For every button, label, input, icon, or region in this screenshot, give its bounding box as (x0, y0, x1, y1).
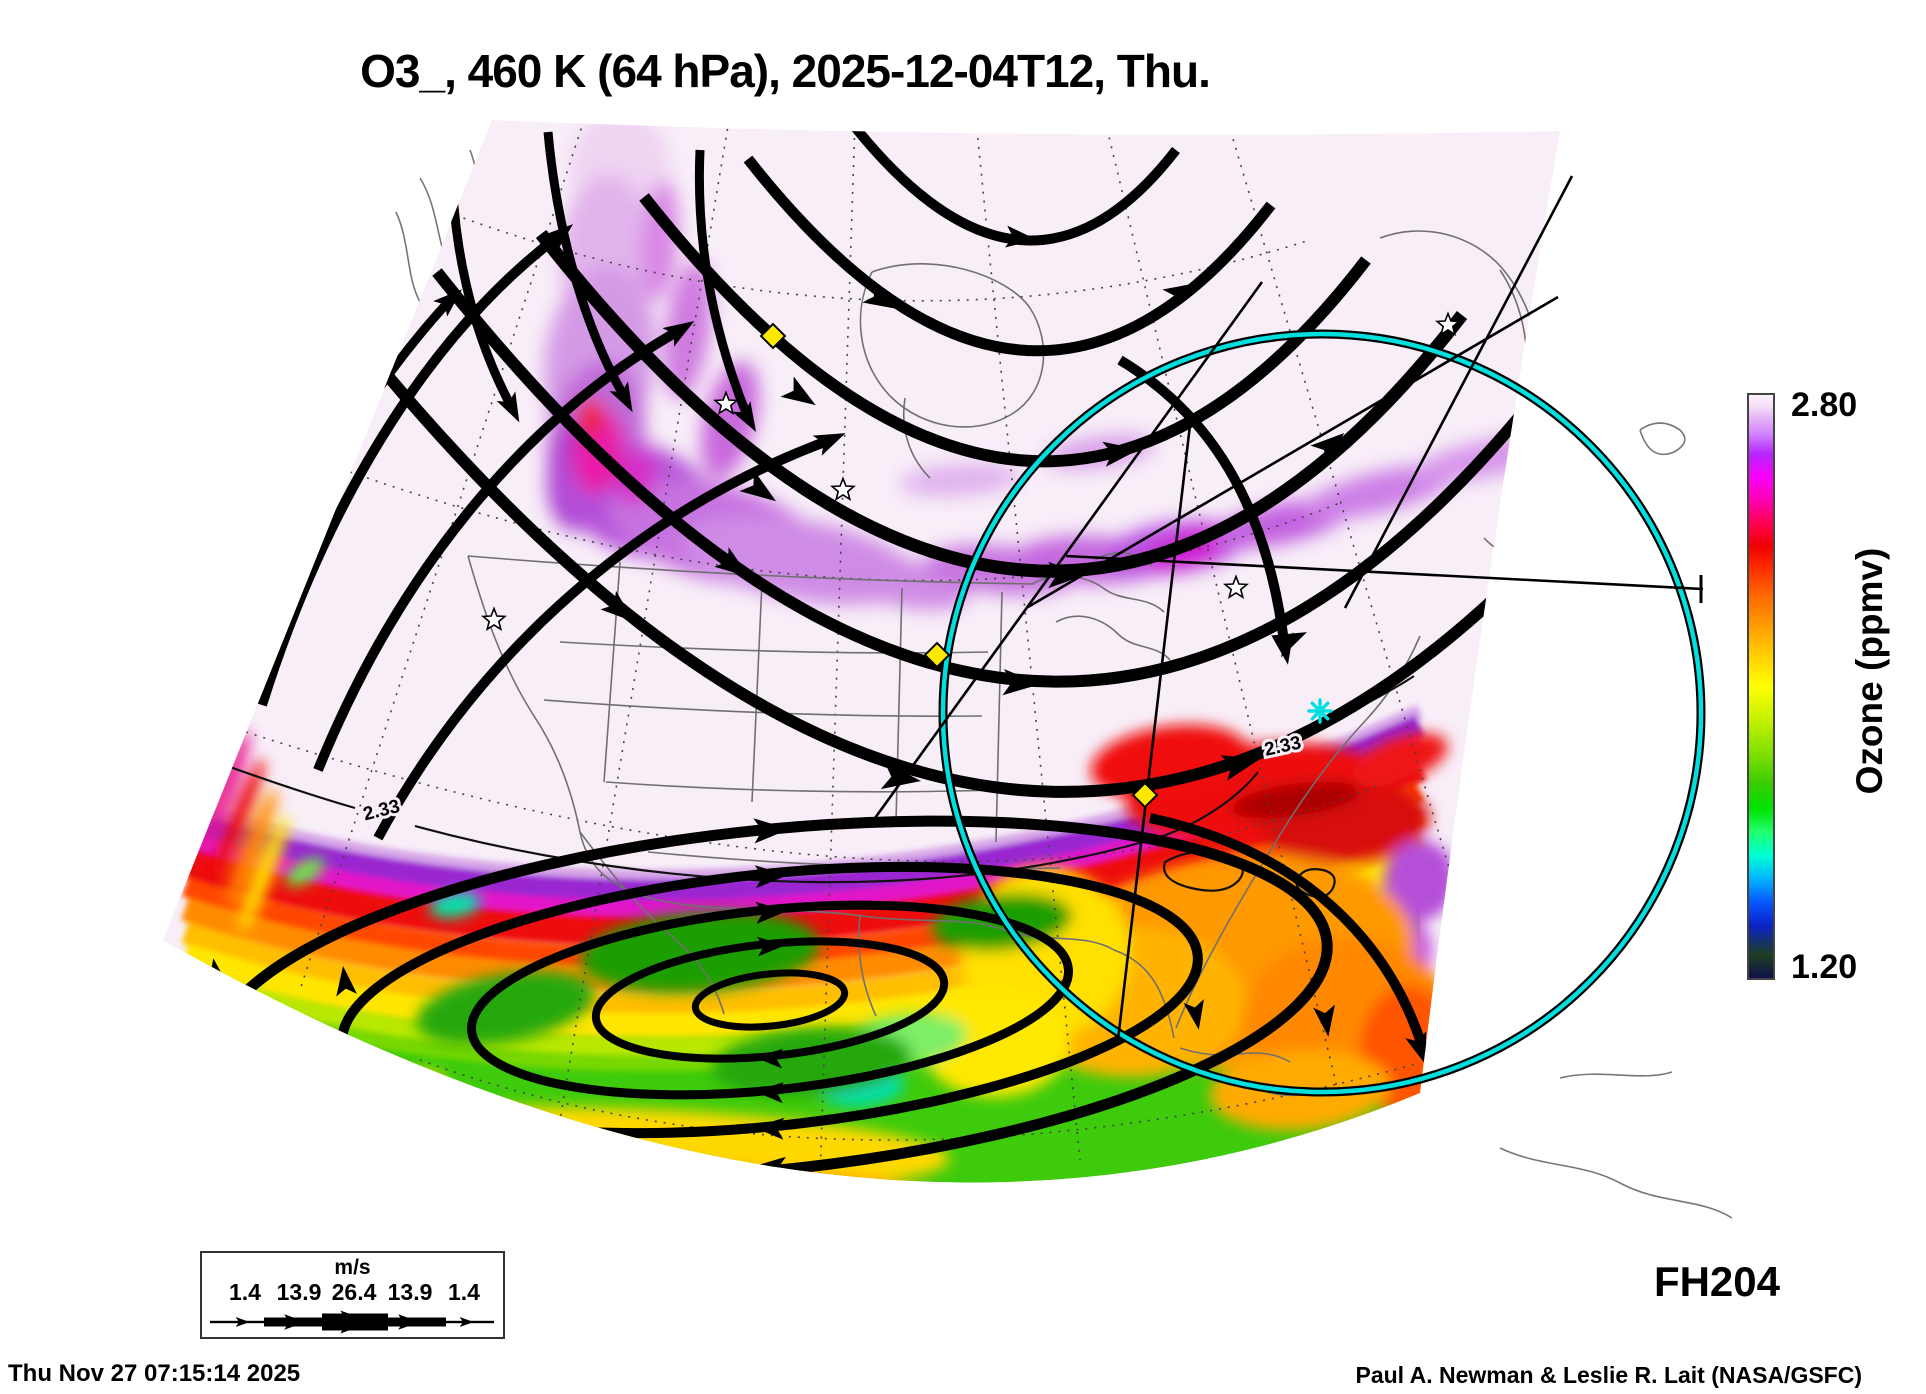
wind-units-label: m/s (334, 1256, 371, 1279)
page-title: O3_, 460 K (64 hPa), 2025-12-04T12, Thu. (360, 45, 1211, 97)
timestamp-label: Thu Nov 27 07:15:14 2025 (8, 1360, 301, 1387)
credit-label: Paul A. Newman & Leslie R. Lait (NASA/GS… (1355, 1362, 1862, 1388)
wind-speed-value: 13.9 (387, 1279, 433, 1305)
wind-arrow-scale-icon (210, 1310, 494, 1334)
wind-speed-value: 26.4 (331, 1279, 377, 1305)
colorbar-max-label: 2.80 (1791, 386, 1858, 424)
wind-speed-legend: m/s 1.4 13.9 26.4 13.9 1.4 (200, 1251, 505, 1339)
graticule-grid (245, 120, 1501, 1181)
wind-speed-value: 1.4 (448, 1279, 480, 1305)
station-overlays: 2.332.33 (358, 175, 1706, 1097)
colorbar-min-label: 1.20 (1791, 948, 1858, 986)
colorbar-axis-label: Ozone (ppmv) (1849, 547, 1890, 795)
wind-speed-value: 13.9 (276, 1279, 322, 1305)
colorbar (1747, 393, 1775, 980)
wind-speed-value: 1.4 (229, 1279, 261, 1305)
coastlines-outside-icon (395, 149, 1733, 1219)
forecast-hour-label: FH204 (1653, 1258, 1780, 1305)
